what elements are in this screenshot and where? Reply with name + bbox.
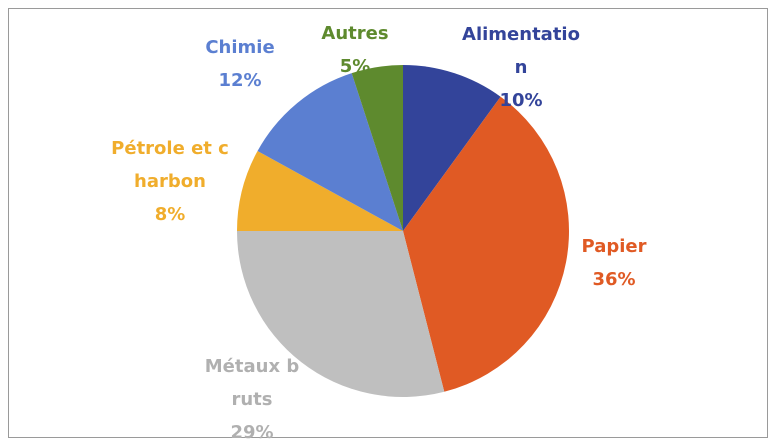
value-label: 10% xyxy=(499,90,543,111)
category-label: Autres xyxy=(321,23,389,44)
pie-slice xyxy=(403,96,569,392)
category-label: Métaux bruts xyxy=(204,356,300,410)
value-label: 8% xyxy=(154,204,186,225)
slice-label: Métaux bruts 29% xyxy=(202,350,302,445)
slice-label: Chimie 12% xyxy=(180,31,300,97)
slice-label: Pétrole et charbon 8% xyxy=(105,132,235,231)
category-label: Alimentation xyxy=(462,24,580,78)
value-label: 12% xyxy=(218,70,262,91)
slice-label: Papier 36% xyxy=(544,230,684,296)
category-label: Chimie xyxy=(205,37,275,58)
slice-label: Autres 5% xyxy=(305,17,405,83)
value-label: 29% xyxy=(230,422,274,443)
category-label: Pétrole et charbon xyxy=(111,138,229,192)
pie-slice xyxy=(237,231,445,397)
pie-slice xyxy=(351,65,403,231)
pie-slice xyxy=(403,65,501,231)
value-label: 36% xyxy=(592,269,636,290)
value-label: 5% xyxy=(339,56,371,77)
pie-slice xyxy=(237,151,403,231)
category-label: Papier xyxy=(581,236,647,257)
pie-slice xyxy=(257,73,403,231)
chart-frame xyxy=(8,8,768,438)
slice-label: Alimentation 10% xyxy=(462,18,580,117)
